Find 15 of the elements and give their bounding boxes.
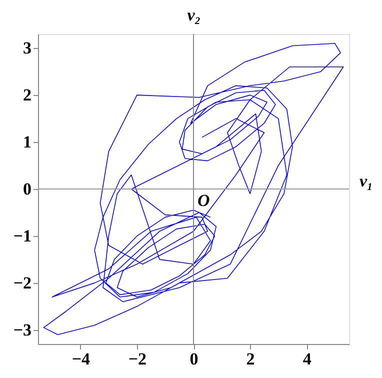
x-tick-label: −2: [128, 350, 147, 368]
annotation: O: [198, 191, 210, 210]
x-tick-label: 4: [302, 350, 312, 368]
y-tick-label: −3: [13, 320, 32, 340]
y-tick-label: −2: [13, 273, 32, 292]
y-tick-label: −1: [13, 226, 32, 246]
y-tick-label: 0: [23, 180, 32, 198]
x-tick-label: 2: [246, 350, 255, 368]
y-tick-label: 2: [23, 86, 32, 105]
x-axis-title: v₁: [360, 172, 373, 190]
x-tick-label: 0: [190, 350, 198, 368]
y-tick-label: 1: [23, 132, 32, 152]
y-axis-title: v₂: [187, 6, 201, 24]
x-tick-label: −4: [72, 350, 90, 368]
y-tick-label: 3: [23, 38, 32, 58]
